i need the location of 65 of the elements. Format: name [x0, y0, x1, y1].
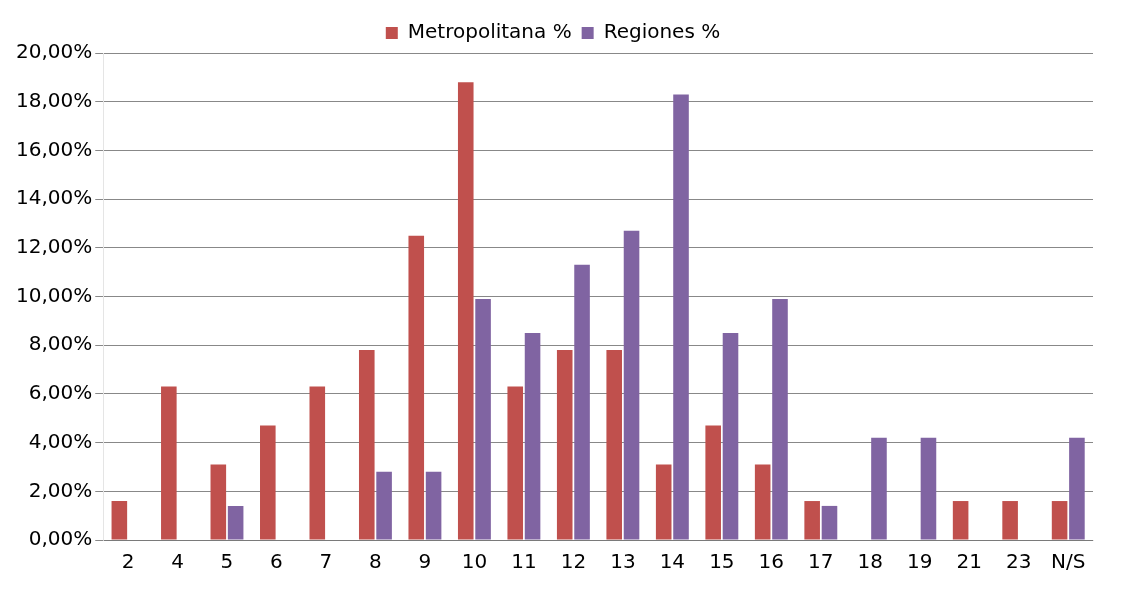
bar	[408, 235, 425, 540]
x-tick-label: N/S	[1051, 549, 1086, 574]
y-tick-label: 6,00%	[28, 380, 93, 405]
x-tick-label: 6	[270, 549, 283, 574]
y-tick-label: 20,00%	[15, 39, 93, 64]
bar	[705, 425, 721, 540]
x-tick-label: 19	[907, 549, 933, 574]
bar	[623, 230, 640, 540]
bar	[952, 501, 969, 540]
x-tick-label: 23	[1006, 549, 1032, 574]
bar	[309, 386, 326, 540]
x-tick-label: 16	[758, 549, 785, 574]
bar	[772, 298, 788, 540]
bar	[821, 505, 838, 540]
y-tick-label: 2,00%	[28, 477, 93, 502]
x-tick-label: 21	[956, 549, 983, 574]
bar	[111, 501, 128, 540]
bar	[574, 264, 590, 540]
x-tick-label: 10	[461, 549, 488, 574]
bar	[606, 350, 623, 540]
y-tick-label: 10,00%	[15, 282, 93, 307]
bar	[358, 350, 375, 540]
y-tick-label: 8,00%	[28, 331, 93, 356]
x-tick-label: 15	[709, 549, 735, 574]
bar	[1002, 501, 1018, 540]
x-tick-label: 9	[418, 549, 432, 574]
y-tick-label: 14,00%	[15, 185, 93, 210]
bar	[556, 350, 573, 540]
legend-label: Metropolitana %	[407, 19, 572, 44]
bar	[722, 333, 739, 540]
bar	[655, 464, 672, 540]
y-tick-label: 12,00%	[15, 234, 93, 258]
bar	[1051, 501, 1068, 540]
x-tick-label: 5	[220, 549, 234, 574]
bar	[227, 505, 244, 540]
bar	[376, 471, 392, 540]
y-tick-label: 0,00%	[28, 526, 93, 551]
bar	[804, 501, 820, 540]
bar	[1069, 437, 1085, 540]
bar	[754, 464, 771, 540]
bar	[524, 333, 541, 540]
bar	[260, 425, 276, 540]
bar	[425, 471, 442, 540]
y-tick-label: 18,00%	[15, 87, 93, 112]
x-tick-label: 18	[857, 549, 884, 574]
x-tick-label: 17	[808, 549, 834, 574]
bar	[457, 82, 474, 540]
x-tick-label: 13	[610, 549, 636, 574]
x-tick-label: 8	[369, 549, 382, 574]
legend-label: Regiones %	[603, 19, 721, 44]
y-tick-label: 16,00%	[15, 136, 93, 161]
x-tick-label: 7	[319, 549, 333, 574]
bar	[673, 94, 689, 540]
x-tick-label: 12	[560, 549, 587, 574]
x-tick-label: 4	[171, 549, 184, 574]
bar	[871, 437, 887, 540]
bar	[507, 386, 524, 540]
bar	[920, 437, 937, 540]
bar	[210, 464, 227, 540]
bar	[161, 386, 177, 540]
y-tick-label: 4,00%	[28, 428, 93, 453]
x-tick-label: 14	[659, 549, 686, 574]
bar	[475, 298, 491, 540]
x-tick-label: 2	[121, 549, 135, 574]
x-tick-label: 11	[511, 549, 537, 574]
